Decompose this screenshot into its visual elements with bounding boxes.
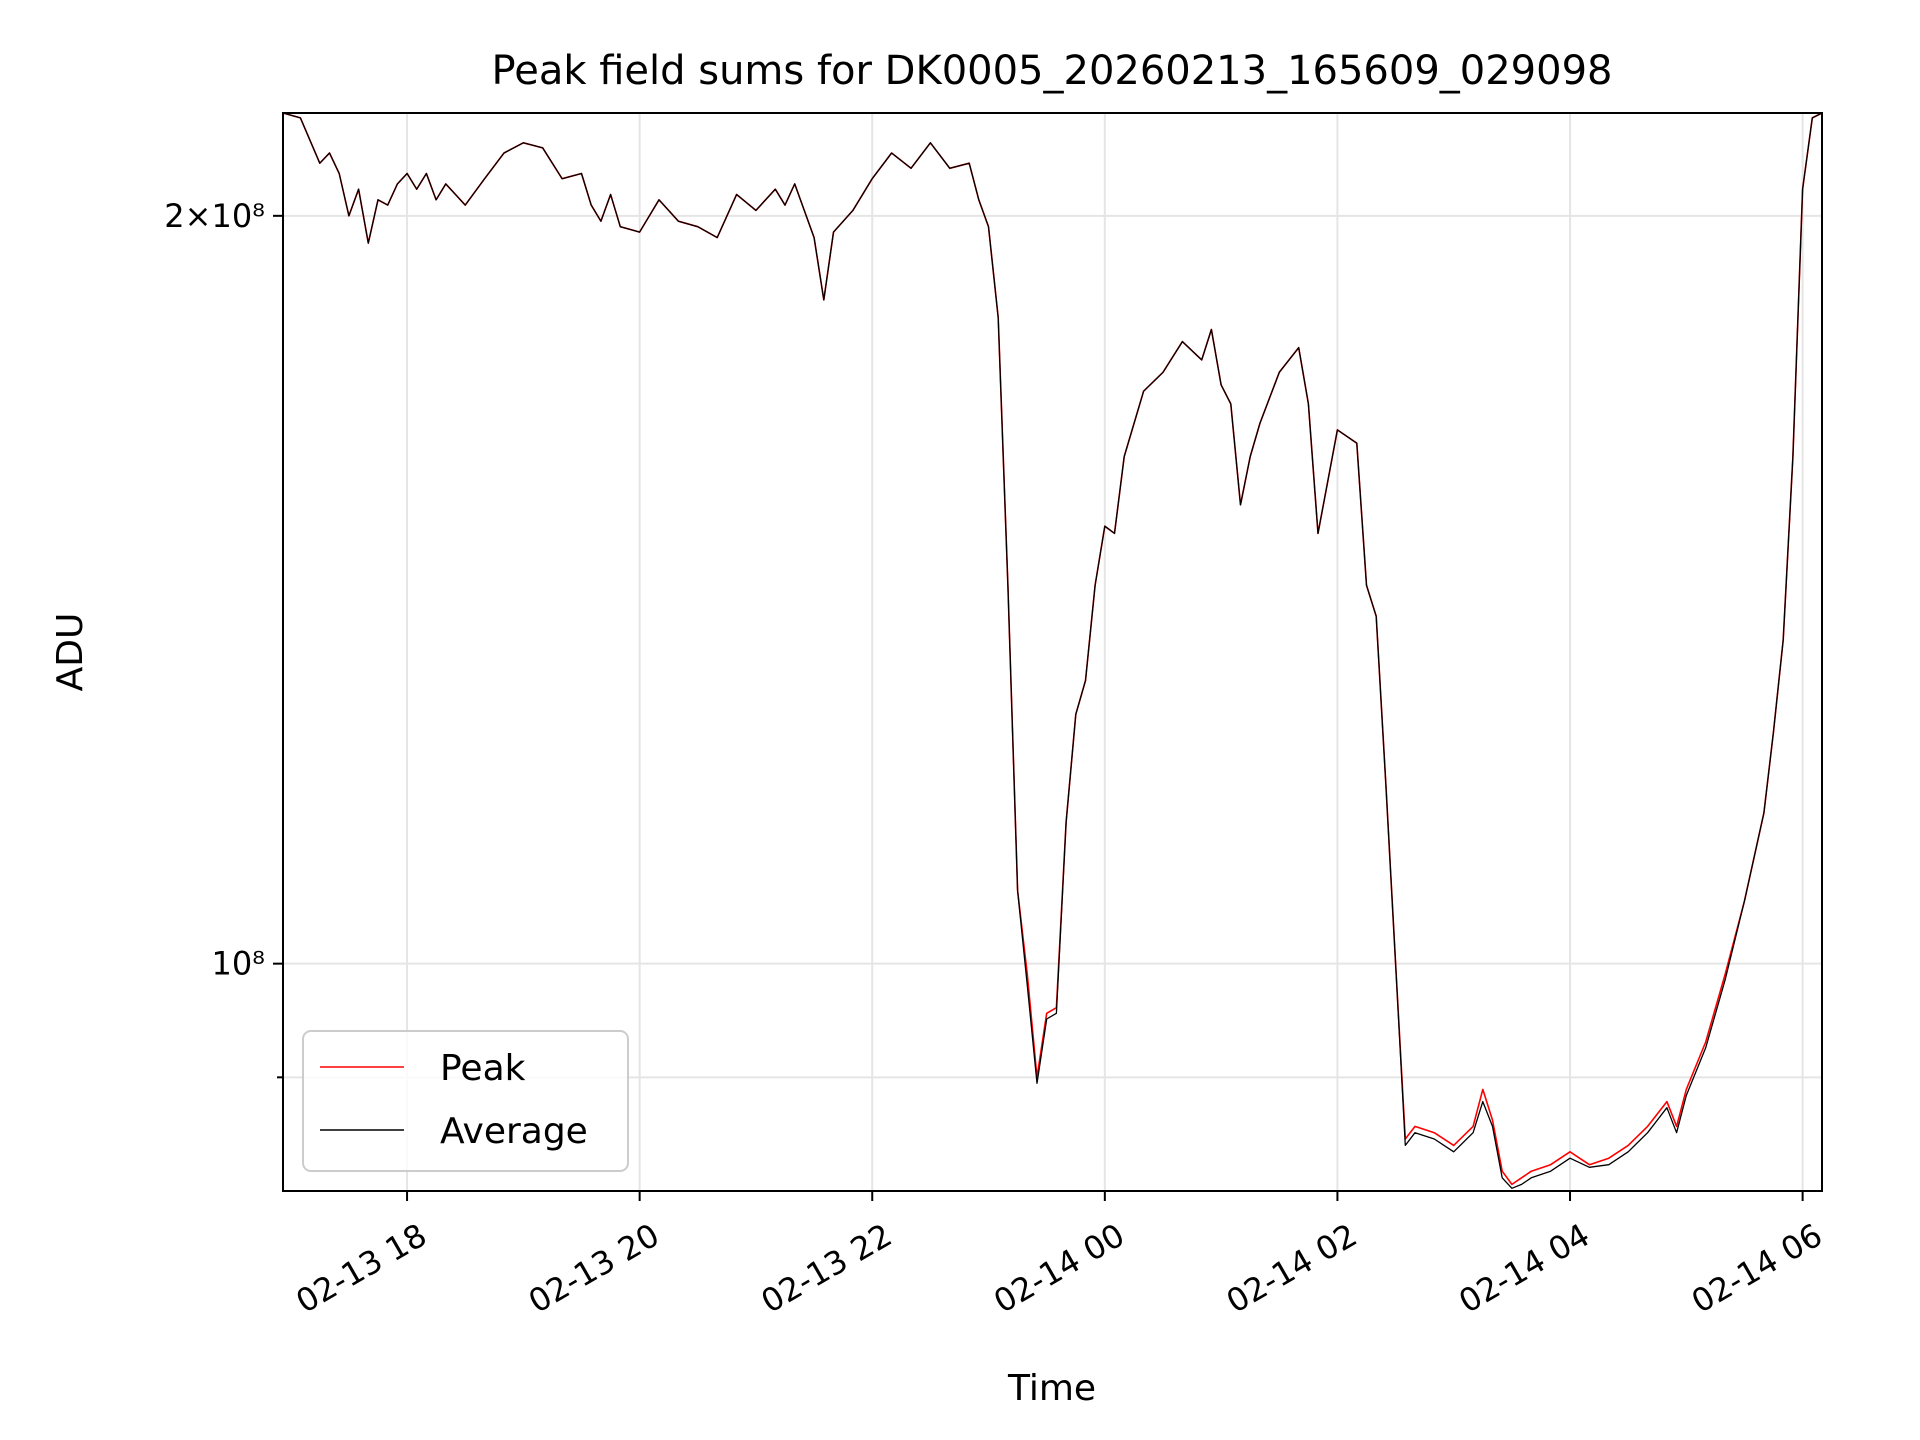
- y-tick-label: 2×10⁸: [164, 197, 265, 235]
- x-tick-label: 02-13 18: [289, 1216, 433, 1321]
- x-tick-label: 02-14 06: [1685, 1216, 1829, 1321]
- plot-frame: [282, 112, 1823, 1192]
- series-layer: [282, 112, 1823, 1189]
- x-tick-label: 02-14 02: [1220, 1216, 1364, 1321]
- chart-title: Peak field sums for DK0005_20260213_1656…: [492, 48, 1613, 94]
- legend-label-average: Average: [440, 1111, 588, 1152]
- x-axis-label: Time: [1007, 1368, 1096, 1409]
- series-line-peak: [282, 112, 1823, 1186]
- x-tick-label: 02-13 22: [755, 1216, 899, 1321]
- legend-label-peak: Peak: [440, 1048, 526, 1089]
- legend: Peak Average: [302, 1030, 629, 1172]
- x-tick-label: 02-13 20: [522, 1216, 666, 1321]
- grid-layer: [283, 113, 1822, 1191]
- y-tick-label: 10⁸: [211, 945, 265, 983]
- x-tick-label: 02-14 04: [1452, 1216, 1596, 1321]
- x-tick-label: 02-14 00: [987, 1216, 1131, 1321]
- y-axis-label: ADU: [50, 613, 91, 692]
- series-line-average: [282, 112, 1823, 1189]
- legend-box: [302, 1030, 629, 1172]
